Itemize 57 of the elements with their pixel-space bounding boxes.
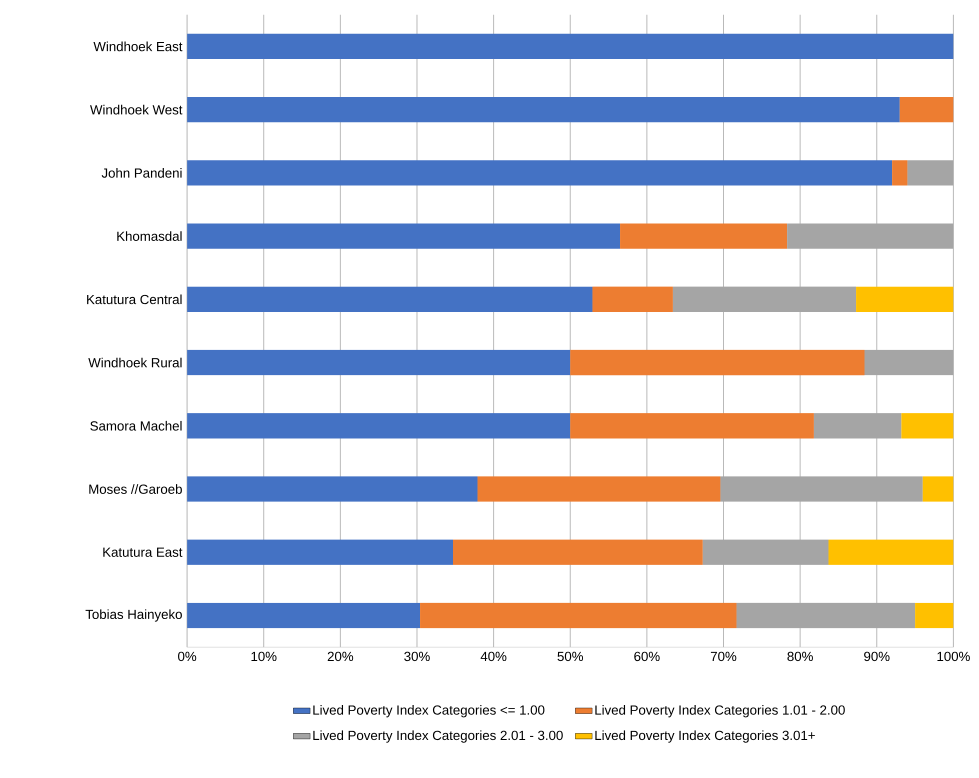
bar xyxy=(915,602,954,628)
legend-label: Lived Poverty Index Categories 3.01+ xyxy=(595,730,815,743)
bar xyxy=(736,602,916,628)
bar xyxy=(864,350,954,376)
bar xyxy=(187,34,954,59)
bar xyxy=(892,160,908,186)
legend-label: Lived Poverty Index Categories <= 1.00 xyxy=(313,704,544,718)
bar xyxy=(828,540,954,565)
bar xyxy=(814,413,902,438)
bar xyxy=(922,476,954,502)
x-tick-label: 60% xyxy=(634,652,660,662)
x-tick-label: 10% xyxy=(251,652,277,662)
y-tick-label: Moses //Garoeb xyxy=(89,484,182,494)
bar xyxy=(720,476,923,502)
y-tick-label: Katutura Central xyxy=(87,294,182,304)
bar xyxy=(187,540,453,565)
bar xyxy=(570,413,814,438)
y-tick-label: Tobias Hainyeko xyxy=(86,609,182,622)
x-tick-label: 80% xyxy=(787,652,813,662)
x-tick-label: 30% xyxy=(404,652,430,662)
bar xyxy=(570,350,864,376)
x-tick-label: 0% xyxy=(178,652,196,662)
bar xyxy=(702,540,828,565)
legend-label: Lived Poverty Index Categories 2.01 - 3.00 xyxy=(313,730,563,743)
bar xyxy=(592,286,673,312)
bar xyxy=(420,602,737,628)
bar xyxy=(187,160,892,186)
y-tick-label: Samora Machel xyxy=(90,420,182,431)
bar xyxy=(900,96,954,122)
bar xyxy=(478,476,720,502)
bar xyxy=(187,286,592,312)
y-tick-label: Windhoek West xyxy=(90,104,182,114)
y-tick-label: Windhoek Rural xyxy=(88,358,182,368)
y-tick-label: John Pandeni xyxy=(102,168,182,178)
y-tick-label: Khomasdal xyxy=(117,231,182,241)
bar xyxy=(620,223,788,249)
bar xyxy=(187,413,570,438)
bar xyxy=(856,286,954,312)
x-tick-label: 100% xyxy=(937,652,970,662)
x-tick-label: 70% xyxy=(710,652,736,662)
bar xyxy=(907,160,954,186)
bar xyxy=(787,223,954,249)
legend-label: Lived Poverty Index Categories 1.01 - 2.00 xyxy=(595,704,845,718)
y-tick-label: Katutura East xyxy=(103,548,182,557)
x-tick-label: 90% xyxy=(864,652,890,662)
bar xyxy=(672,286,856,312)
x-tick-label: 20% xyxy=(328,652,354,662)
y-tick-label: Windhoek East xyxy=(93,41,182,52)
bar xyxy=(187,96,900,122)
bar xyxy=(453,540,703,565)
bar xyxy=(187,223,620,249)
x-tick-label: 50% xyxy=(558,652,584,662)
bar xyxy=(901,413,954,438)
bar xyxy=(187,350,570,376)
bar xyxy=(187,476,478,502)
x-tick-label: 40% xyxy=(480,652,506,662)
bar xyxy=(187,602,420,628)
